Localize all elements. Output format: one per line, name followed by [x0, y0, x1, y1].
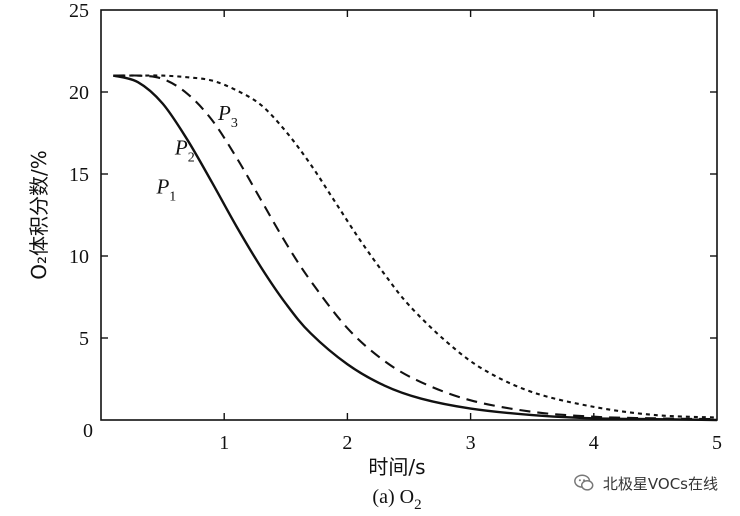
caption-prefix: (a) O — [372, 486, 414, 508]
series-line-p3 — [113, 74, 718, 419]
series-line-p1 — [113, 74, 718, 422]
x-tick-label-0: 0 — [83, 420, 93, 442]
curve-label-p3: P3 — [217, 101, 238, 131]
x-tick-label: 1 — [219, 432, 229, 454]
series-layer — [113, 74, 718, 422]
watermark-text: 北极星VOCs在线 — [602, 474, 718, 493]
y-tick-label: 25 — [69, 0, 89, 22]
watermark: 北极星VOCs在线 — [573, 472, 718, 494]
caption-subscript: 2 — [414, 497, 422, 513]
y-tick-label: 5 — [79, 328, 89, 350]
x-axis-title: 时间/s — [368, 455, 425, 479]
x-tick-label: 4 — [589, 432, 599, 454]
curve-labels: P1 P2 P3 — [155, 101, 237, 205]
chart-caption: (a) O2 — [372, 486, 421, 513]
x-tick-label: 5 — [712, 432, 722, 454]
x-tick-label: 2 — [342, 432, 352, 454]
x-tick-label: 3 — [466, 432, 476, 454]
y-axis-title: O₂体积分数/% — [27, 150, 51, 280]
ticks-layer: 1 2 3 4 5 5 10 15 20 25 — [69, 0, 722, 454]
wechat-icon — [574, 474, 594, 491]
plot-frame — [100, 9, 718, 421]
curve-label-p2: P2 — [174, 135, 195, 165]
curve-label-p1: P1 — [155, 175, 176, 205]
y-tick-label: 15 — [69, 164, 89, 186]
y-tick-label: 20 — [69, 82, 89, 104]
y-tick-label: 10 — [69, 246, 89, 268]
series-line-p2 — [113, 74, 718, 421]
